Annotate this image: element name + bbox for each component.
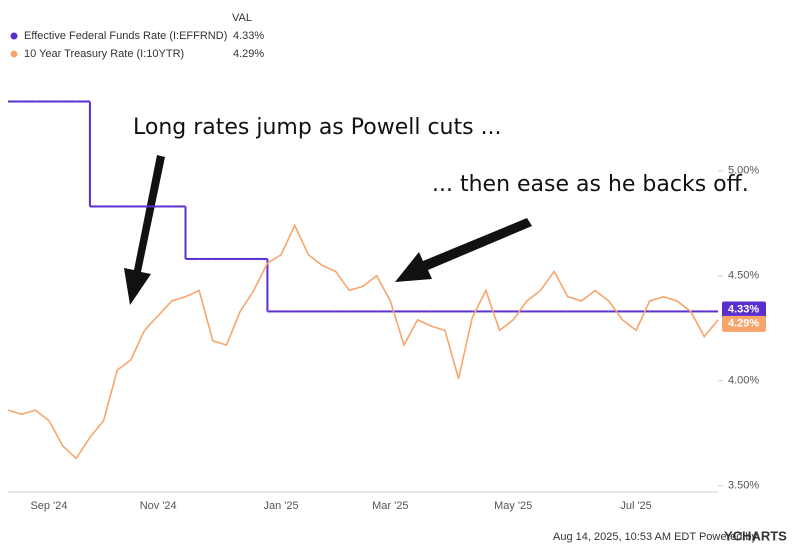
annotation: ... then ease as he backs off. [432,172,749,197]
x-tick-label: Jul '25 [620,500,651,512]
footer: Aug 14, 2025, 10:53 AM EDT Powered by [553,531,758,543]
x-tick-label: May '25 [494,500,532,512]
x-tick-label: Sep '24 [30,500,67,512]
arrows [124,155,532,305]
value-badge [722,315,766,332]
value-badge-label: 4.29% [728,318,759,330]
value-badge-label: 4.33% [728,303,759,315]
y-tick-label: 4.00% [728,375,759,387]
x-tick-label: Nov '24 [140,500,177,512]
legend-header: VAL [232,12,252,24]
legend-label: 10 Year Treasury Rate (I:10YTR) [24,48,184,60]
y-tick-label: 5.00% [728,165,759,177]
legend-label: Effective Federal Funds Rate (I:EFFRND) [24,30,227,42]
annotation: Long rates jump as Powell cuts ... [133,115,502,140]
legend-value: 4.33% [233,30,264,42]
legend-value: 4.29% [233,48,264,60]
value-badge [722,301,766,318]
series-line [7,223,719,460]
legend-marker [10,32,18,40]
brand: YCHARTS [724,528,787,543]
x-tick-label: Mar '25 [372,500,408,512]
arrow [395,218,532,282]
arrow [124,155,165,305]
y-tick-label: 4.50% [728,270,759,282]
x-tick-label: Jan '25 [264,500,299,512]
y-tick-label: 3.50% [728,480,759,492]
legend-marker [10,50,18,58]
